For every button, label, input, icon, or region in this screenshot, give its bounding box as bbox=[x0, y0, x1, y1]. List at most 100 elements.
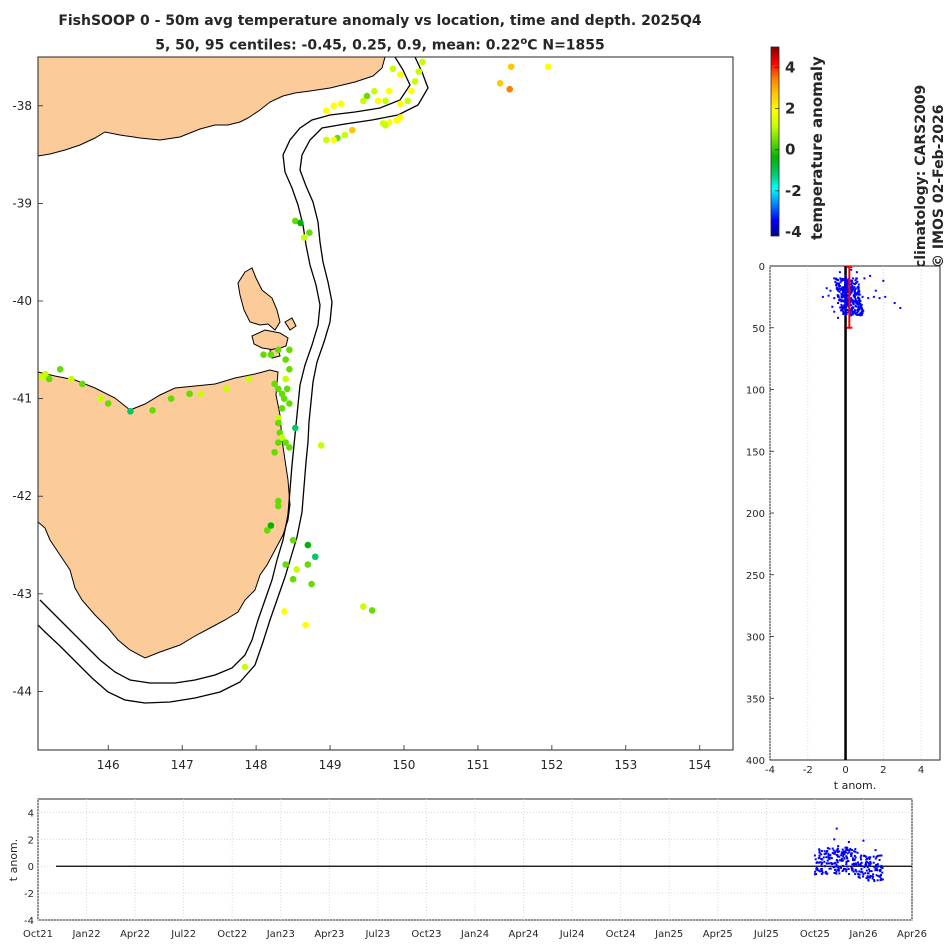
ts-point bbox=[840, 866, 843, 869]
ts-point bbox=[846, 852, 849, 855]
ts-point bbox=[823, 860, 826, 863]
map-point bbox=[282, 439, 289, 446]
profile-x-tick-label: -4 bbox=[765, 765, 775, 776]
ts-point bbox=[837, 867, 840, 870]
map-point bbox=[274, 385, 282, 393]
ts-point bbox=[828, 858, 831, 861]
ts-point bbox=[867, 862, 870, 865]
profile-point bbox=[851, 287, 854, 290]
time-series-panel: Oct21 Jan22 Apr22 Jul22 Oct22 Jan23 Apr23 Jul23… bbox=[7, 798, 927, 940]
ts-ylabel: t anom. bbox=[7, 839, 20, 881]
profile-point bbox=[855, 282, 858, 285]
ts-x-tick-label: Jan26 bbox=[848, 929, 877, 940]
ts-point bbox=[863, 866, 866, 869]
map-point bbox=[274, 419, 282, 427]
profile-point bbox=[853, 296, 856, 299]
profile-point bbox=[856, 280, 859, 283]
profile-point bbox=[850, 298, 853, 301]
ts-point bbox=[841, 859, 844, 862]
profile-point bbox=[856, 311, 859, 314]
profile-point bbox=[850, 291, 853, 294]
ts-point bbox=[833, 862, 836, 865]
map-point bbox=[278, 390, 286, 398]
profile-point bbox=[847, 281, 850, 284]
ts-point bbox=[857, 875, 860, 878]
profile-point bbox=[867, 297, 870, 300]
ts-point bbox=[825, 872, 828, 875]
ts-point bbox=[875, 863, 878, 866]
ts-point bbox=[847, 860, 850, 863]
ts-point bbox=[847, 841, 850, 844]
profile-point bbox=[839, 281, 842, 284]
ts-point bbox=[821, 861, 824, 864]
profile-point bbox=[854, 299, 857, 302]
map-y-tick-label: -43 bbox=[12, 587, 32, 601]
profile-point bbox=[850, 288, 853, 291]
colorbar-tick-label: -2 bbox=[785, 182, 802, 200]
profile-x-tick-label: -2 bbox=[803, 765, 813, 776]
ts-x-tick-label: Oct22 bbox=[217, 929, 247, 940]
profile-point bbox=[842, 304, 845, 307]
ts-point bbox=[866, 876, 869, 879]
profile-point bbox=[850, 304, 853, 307]
ts-point bbox=[818, 861, 821, 864]
map-point bbox=[79, 380, 86, 388]
profile-point bbox=[849, 313, 852, 316]
ts-x-tick-label: Apr24 bbox=[509, 929, 539, 940]
ts-point bbox=[865, 877, 868, 880]
map-point bbox=[300, 234, 308, 241]
map-point bbox=[396, 114, 404, 121]
map-point bbox=[278, 434, 286, 441]
ts-point bbox=[848, 851, 851, 854]
map-x-tick-label: 152 bbox=[540, 758, 563, 772]
profile-point bbox=[842, 311, 845, 314]
profile-point bbox=[882, 279, 885, 282]
profile-point bbox=[842, 299, 845, 302]
ts-point bbox=[878, 854, 881, 857]
ts-content bbox=[56, 827, 912, 883]
ts-point bbox=[833, 838, 836, 841]
ts-point bbox=[825, 862, 828, 865]
profile-point bbox=[858, 312, 861, 315]
ts-point bbox=[867, 864, 870, 867]
ts-x-tick-label: Jan24 bbox=[460, 929, 489, 940]
copyright-text: © IMOS 02-Feb-2026 bbox=[931, 105, 947, 268]
map-y-tick-label: -44 bbox=[12, 684, 32, 698]
ts-point bbox=[876, 863, 879, 866]
map-point bbox=[330, 102, 338, 110]
ts-point bbox=[827, 856, 830, 859]
profile-point bbox=[861, 295, 864, 298]
ts-point bbox=[846, 846, 849, 849]
profile-point bbox=[843, 307, 846, 310]
ts-point bbox=[834, 851, 837, 854]
profile-point bbox=[838, 290, 841, 293]
ts-point bbox=[833, 868, 836, 871]
ts-x-tick-label: Jul23 bbox=[364, 929, 390, 940]
ts-point bbox=[872, 861, 875, 864]
profile-point bbox=[842, 286, 845, 289]
profile-point bbox=[855, 300, 858, 303]
profile-point bbox=[860, 313, 863, 316]
profile-point bbox=[842, 295, 845, 298]
profile-point bbox=[833, 297, 836, 300]
ts-point bbox=[877, 875, 880, 878]
map-point bbox=[56, 366, 64, 373]
ts-point bbox=[865, 858, 868, 861]
ts-point bbox=[823, 853, 826, 856]
ts-point bbox=[829, 854, 832, 857]
profile-point bbox=[840, 295, 843, 298]
ts-point bbox=[867, 879, 870, 882]
ts-point bbox=[860, 867, 863, 870]
profile-point bbox=[853, 293, 856, 296]
ts-point bbox=[854, 856, 857, 859]
map-point bbox=[186, 390, 193, 398]
map-point bbox=[289, 536, 297, 544]
ts-point bbox=[845, 855, 848, 858]
ts-point bbox=[827, 854, 830, 857]
map-y-tick-label: -38 bbox=[12, 99, 32, 113]
profile-point bbox=[860, 308, 863, 311]
small-island bbox=[284, 317, 297, 331]
ts-point bbox=[851, 863, 854, 866]
ts-point bbox=[860, 870, 863, 873]
profile-point bbox=[841, 293, 844, 296]
